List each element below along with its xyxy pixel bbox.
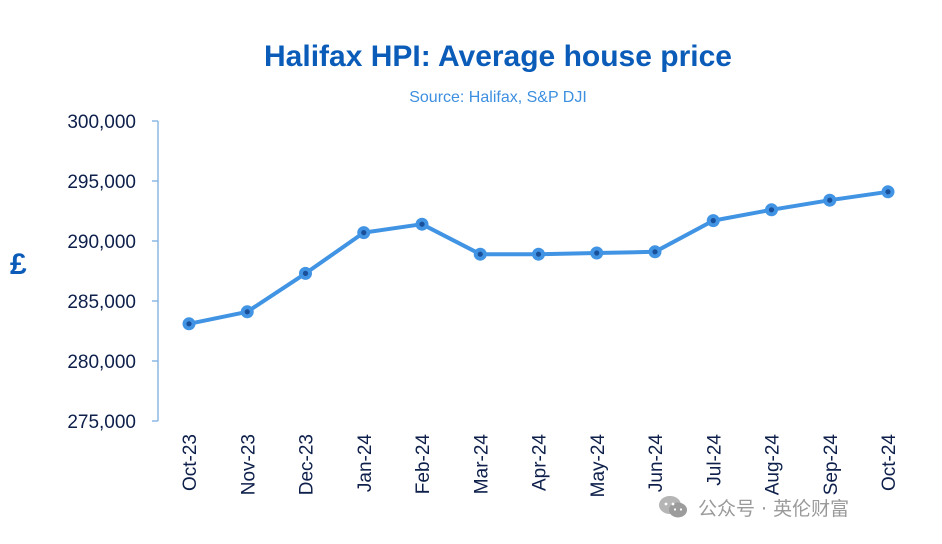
y-tick-label: 285,000 [67, 292, 136, 313]
chart-subtitle: Source: Halifax, S&P DJI [409, 89, 587, 106]
x-tick-label: Jan-24 [355, 434, 376, 493]
x-tick-label: Feb-24 [413, 434, 434, 495]
y-tick-label: 275,000 [67, 412, 136, 433]
data-point-center [477, 251, 483, 257]
x-tick-label: Aug-24 [763, 434, 784, 496]
data-point-center [827, 197, 833, 203]
y-axis-label: £ [10, 248, 27, 281]
x-tick-label: Oct-24 [879, 434, 900, 491]
data-point-center [244, 309, 250, 315]
data-point-center [768, 207, 775, 213]
y-tick-label: 290,000 [67, 232, 136, 253]
y-tick-label: 295,000 [67, 172, 136, 193]
x-tick-label: Sep-24 [821, 434, 842, 496]
data-point-center [710, 218, 716, 224]
x-tick-label: Nov-23 [238, 434, 259, 495]
data-point-center [594, 250, 600, 256]
x-tick-label: Mar-24 [471, 434, 492, 495]
data-point-center [302, 270, 309, 276]
wechat-icon [659, 496, 687, 518]
x-tick-label: Oct-23 [180, 434, 201, 491]
x-tick-label: Jun-24 [646, 434, 667, 493]
data-point-center [361, 230, 367, 236]
x-tick-label: Apr-24 [530, 434, 551, 491]
y-tick-label: 280,000 [67, 352, 136, 373]
x-tick-label: May-24 [588, 434, 609, 498]
watermark: 公众号 · 英伦财富 [658, 492, 849, 522]
data-point-center [535, 251, 542, 257]
data-point-center [885, 189, 891, 195]
x-tick-label: Dec-23 [297, 434, 318, 495]
chart-title: Halifax HPI: Average house price [264, 40, 732, 73]
data-point-center [419, 221, 425, 227]
data-point-center [186, 321, 192, 327]
watermark-text: 公众号 · 英伦财富 [698, 497, 850, 520]
y-tick-label: 300,000 [67, 112, 136, 133]
x-tick-label: Jul-24 [704, 434, 725, 486]
data-point-center [652, 249, 658, 255]
